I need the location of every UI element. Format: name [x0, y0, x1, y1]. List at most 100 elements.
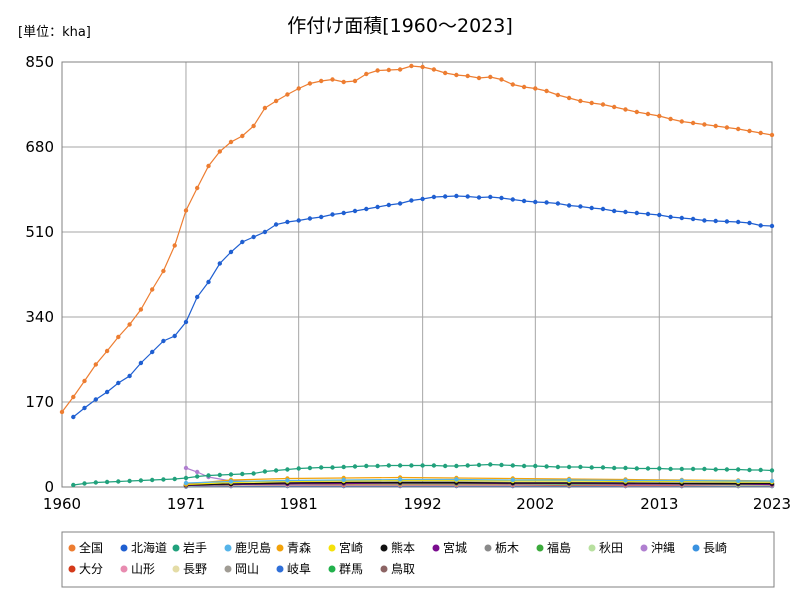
x-tick-label: 1960 — [43, 495, 81, 513]
data-point — [307, 216, 313, 221]
data-point — [172, 333, 177, 339]
data-point — [138, 360, 144, 366]
data-point — [206, 163, 211, 169]
legend-marker — [224, 565, 232, 573]
data-point — [262, 469, 268, 474]
data-point — [341, 464, 346, 470]
data-point — [454, 193, 459, 199]
data-point — [195, 294, 200, 300]
data-point — [668, 214, 673, 220]
data-point — [544, 464, 549, 469]
data-point — [262, 105, 268, 111]
data-point — [59, 409, 65, 415]
legend-label: 沖縄 — [651, 540, 675, 555]
data-point — [273, 98, 279, 104]
data-point — [206, 279, 211, 285]
data-point — [645, 466, 651, 471]
y-tick-label: 510 — [25, 223, 54, 241]
legend-marker — [276, 544, 284, 552]
data-point — [330, 212, 335, 217]
data-point — [206, 473, 211, 478]
data-point — [713, 467, 718, 472]
legend-label: 岐阜 — [287, 562, 311, 576]
legend-label: 宮城 — [443, 540, 467, 555]
data-point — [375, 204, 380, 210]
data-point — [443, 70, 448, 76]
legend-item: 福島 — [536, 540, 571, 555]
legend-label: 宮崎 — [339, 540, 363, 555]
data-point — [386, 463, 391, 468]
x-tick-label: 1992 — [404, 495, 442, 513]
legend-label: 長野 — [183, 562, 207, 576]
data-point — [736, 219, 741, 225]
data-point — [668, 466, 673, 472]
legend-item: 群馬 — [328, 562, 363, 576]
data-point — [454, 463, 459, 469]
data-point — [397, 67, 403, 72]
data-point — [758, 467, 763, 473]
series-岩手 — [71, 462, 775, 488]
data-point — [634, 210, 639, 216]
legend-label: 全国 — [79, 540, 103, 555]
data-point — [409, 63, 414, 69]
axis-labels: 0 170 340 510 680 850 1960 1971 1981 1992 2002 2013… — [25, 53, 791, 513]
data-point — [702, 122, 707, 127]
series-全国 — [59, 63, 775, 415]
x-tick-label: 2013 — [640, 495, 678, 513]
data-point — [623, 107, 628, 112]
data-point — [420, 463, 425, 468]
y-tick-label: 0 — [44, 478, 54, 496]
data-point — [420, 196, 425, 202]
legend-marker — [588, 544, 596, 552]
legend-item: 鹿児島 — [224, 540, 271, 555]
data-point — [499, 462, 504, 468]
data-point — [285, 467, 290, 472]
data-point — [251, 123, 256, 129]
legend-label: 福島 — [547, 540, 571, 555]
legend-marker — [120, 565, 128, 573]
data-point — [296, 86, 301, 91]
data-point — [476, 75, 482, 81]
legend-marker — [68, 544, 76, 552]
legend-marker — [172, 544, 180, 552]
data-point — [634, 466, 639, 471]
data-point — [510, 463, 515, 468]
legend-item: 岐阜 — [276, 562, 311, 576]
data-point — [679, 215, 684, 221]
data-point — [307, 81, 313, 86]
legend-item: 岡山 — [224, 562, 259, 576]
legend-label: 長崎 — [703, 541, 727, 555]
data-point — [612, 208, 617, 214]
data-point — [465, 194, 470, 199]
data-point — [82, 405, 87, 411]
data-point — [330, 77, 335, 82]
data-point — [690, 120, 696, 126]
data-point — [690, 216, 696, 222]
data-point — [566, 203, 572, 208]
series-line — [185, 478, 772, 484]
data-point — [195, 185, 200, 191]
data-point — [589, 205, 594, 211]
data-point — [679, 119, 684, 124]
data-point — [769, 478, 775, 484]
data-point — [589, 465, 594, 470]
data-point — [623, 478, 628, 483]
data-point — [341, 210, 346, 216]
x-tick-label: 1971 — [167, 495, 205, 513]
data-point — [555, 92, 561, 98]
legend-marker — [328, 544, 336, 552]
data-point — [510, 82, 515, 87]
legend-marker — [432, 544, 440, 552]
data-point — [330, 465, 335, 470]
legend-marker — [640, 544, 648, 552]
data-point — [183, 480, 189, 486]
legend-item: 全国 — [68, 540, 103, 555]
data-point — [104, 479, 110, 485]
data-point — [431, 463, 437, 468]
data-point — [352, 78, 358, 84]
y-tick-label: 680 — [25, 138, 54, 156]
data-point — [82, 378, 87, 384]
data-point — [71, 414, 76, 420]
legend-label: 岩手 — [183, 540, 207, 555]
